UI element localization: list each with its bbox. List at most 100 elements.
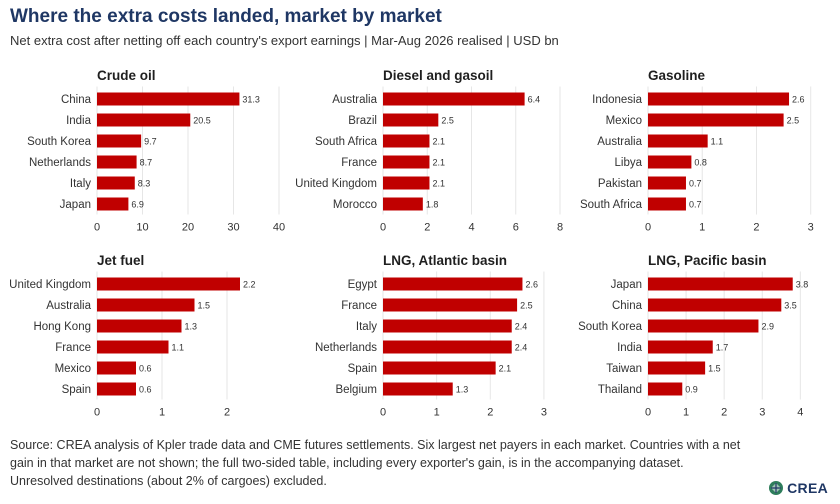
category-label: France xyxy=(341,157,377,169)
tick-label: 4 xyxy=(468,222,474,234)
tick-label: 0 xyxy=(94,222,100,234)
tick-label: 10 xyxy=(136,222,148,234)
category-label: South Africa xyxy=(315,136,378,148)
category-label: Netherlands xyxy=(315,342,377,354)
bar xyxy=(97,134,142,148)
value-label: 1.3 xyxy=(185,322,198,332)
category-label: China xyxy=(612,300,643,312)
bar xyxy=(648,340,713,354)
tick-label: 1 xyxy=(683,407,689,419)
panel-title: Jet fuel xyxy=(97,253,144,268)
bar xyxy=(648,319,759,333)
tick-label: 1 xyxy=(434,407,440,419)
tick-label: 2 xyxy=(224,407,230,419)
value-label: 2.4 xyxy=(515,322,528,332)
value-label: 1.1 xyxy=(711,137,724,147)
category-label: Pakistan xyxy=(598,178,642,190)
category-label: Egypt xyxy=(348,279,378,291)
value-label: 0.8 xyxy=(694,158,707,168)
tick-label: 1 xyxy=(699,222,705,234)
value-label: 2.5 xyxy=(787,116,800,126)
value-label: 1.8 xyxy=(426,200,439,210)
panel-title: Diesel and gasoil xyxy=(383,68,493,83)
value-label: 2.5 xyxy=(441,116,454,126)
tick-label: 0 xyxy=(645,407,651,419)
value-label: 1.5 xyxy=(198,301,211,311)
value-label: 2.9 xyxy=(761,322,774,332)
bar xyxy=(383,92,525,106)
tick-label: 2 xyxy=(753,222,759,234)
value-label: 0.7 xyxy=(689,200,702,210)
bar xyxy=(648,298,782,312)
category-label: China xyxy=(61,94,92,106)
bar xyxy=(648,197,686,211)
tick-label: 2 xyxy=(424,222,430,234)
value-label: 2.4 xyxy=(515,343,528,353)
category-label: United Kingdom xyxy=(9,279,91,291)
value-label: 1.5 xyxy=(708,364,721,374)
tick-label: 0 xyxy=(380,222,386,234)
category-label: Netherlands xyxy=(29,157,91,169)
category-label: United Kingdom xyxy=(295,178,377,190)
value-label: 2.2 xyxy=(243,280,256,290)
value-label: 0.7 xyxy=(689,179,702,189)
value-label: 31.3 xyxy=(242,95,260,105)
category-label: Spain xyxy=(62,384,91,396)
value-label: 0.6 xyxy=(139,364,152,374)
bar xyxy=(648,361,706,375)
chart-title: Where the extra costs landed, market by … xyxy=(10,6,442,27)
value-label: 1.7 xyxy=(716,343,729,353)
bar xyxy=(648,176,686,190)
value-label: 0.9 xyxy=(685,385,698,395)
tick-label: 4 xyxy=(797,407,803,419)
bar xyxy=(383,382,453,396)
value-label: 9.7 xyxy=(144,137,157,147)
category-label: South Korea xyxy=(27,136,92,148)
tick-label: 0 xyxy=(645,222,651,234)
bar xyxy=(383,319,512,333)
tick-label: 0 xyxy=(94,407,100,419)
chart-subtitle: Net extra cost after netting off each co… xyxy=(10,33,559,48)
category-label: Taiwan xyxy=(606,363,642,375)
value-label: 8.7 xyxy=(140,158,153,168)
tick-label: 1 xyxy=(159,407,165,419)
category-label: Indonesia xyxy=(592,94,642,106)
panel-title: LNG, Pacific basin xyxy=(648,253,767,268)
value-label: 6.9 xyxy=(131,200,144,210)
panel-title: Gasoline xyxy=(648,68,706,83)
category-label: Japan xyxy=(611,279,642,291)
category-label: Italy xyxy=(70,178,91,190)
bar xyxy=(97,319,182,333)
panel-title: Crude oil xyxy=(97,68,156,83)
tick-label: 3 xyxy=(759,407,765,419)
bar xyxy=(383,155,430,169)
bar xyxy=(383,277,523,291)
tick-label: 30 xyxy=(227,222,239,234)
category-label: Mexico xyxy=(55,363,91,375)
tick-label: 8 xyxy=(557,222,563,234)
category-label: Belgium xyxy=(335,384,377,396)
bar xyxy=(97,176,135,190)
category-label: Libya xyxy=(615,157,643,169)
value-label: 3.5 xyxy=(784,301,797,311)
bar xyxy=(383,361,496,375)
bar xyxy=(97,113,191,127)
bar xyxy=(648,113,784,127)
category-label: Brazil xyxy=(348,115,377,127)
value-label: 2.6 xyxy=(525,280,538,290)
bar xyxy=(648,155,692,169)
category-label: Thailand xyxy=(598,384,642,396)
value-label: 8.3 xyxy=(138,179,151,189)
crea-logo: CREA xyxy=(768,480,828,496)
bar xyxy=(383,113,439,127)
bar xyxy=(383,298,518,312)
bar xyxy=(97,155,137,169)
value-label: 2.1 xyxy=(432,158,445,168)
source-note: Source: CREA analysis of Kpler trade dat… xyxy=(10,438,741,488)
tick-label: 3 xyxy=(808,222,814,234)
category-label: South Africa xyxy=(580,199,643,211)
category-label: Hong Kong xyxy=(33,321,91,333)
tick-label: 20 xyxy=(182,222,194,234)
bar xyxy=(383,197,423,211)
category-label: Australia xyxy=(597,136,642,148)
